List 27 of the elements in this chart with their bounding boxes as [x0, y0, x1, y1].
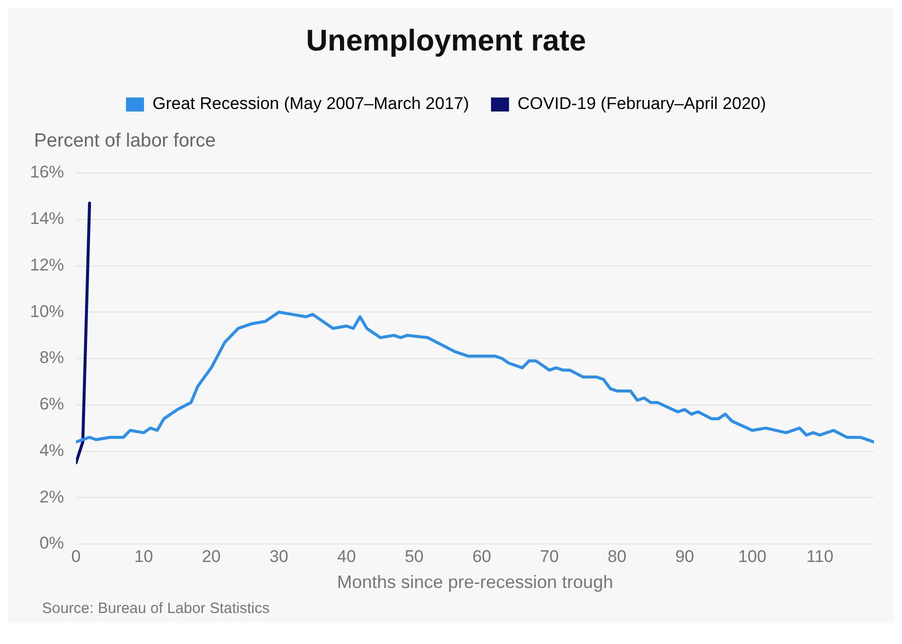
y-tick-label: 4% — [39, 440, 64, 460]
x-tick-label: 40 — [337, 546, 356, 566]
y-axis-title: Percent of labor force — [34, 130, 216, 152]
y-tick-label: 14% — [30, 209, 64, 228]
x-tick-label: 0 — [71, 546, 81, 566]
x-tick-label: 30 — [269, 546, 288, 566]
y-tick-label: 6% — [39, 394, 64, 414]
chart-title: Unemployment rate — [306, 24, 586, 58]
x-tick-label: 90 — [675, 546, 694, 566]
source-note: Source: Bureau of Labor Statistics — [41, 599, 271, 619]
x-tick-label: 80 — [608, 546, 626, 566]
y-tick-label: 10% — [30, 302, 64, 321]
legend-label: Great Recession (May 2007–March 2017) — [152, 94, 470, 114]
x-tick-label: 60 — [472, 546, 492, 566]
x-tick-label: 70 — [540, 546, 559, 566]
y-tick-label: 0% — [39, 534, 64, 553]
y-tick-label: 8% — [39, 348, 64, 368]
x-tick-label: 50 — [404, 546, 424, 566]
x-axis-title: Months since pre-recession trough — [336, 572, 614, 592]
legend-label: COVID-19 (February–April 2020) — [518, 94, 766, 114]
x-tick-label: 20 — [202, 546, 221, 566]
y-tick-label: 2% — [39, 487, 64, 506]
x-tick-label: 100 — [738, 546, 766, 566]
y-tick-label: 16% — [30, 162, 64, 182]
x-tick-label: 110 — [806, 546, 834, 566]
x-tick-label: 10 — [134, 546, 154, 566]
y-tick-label: 12% — [30, 255, 64, 274]
